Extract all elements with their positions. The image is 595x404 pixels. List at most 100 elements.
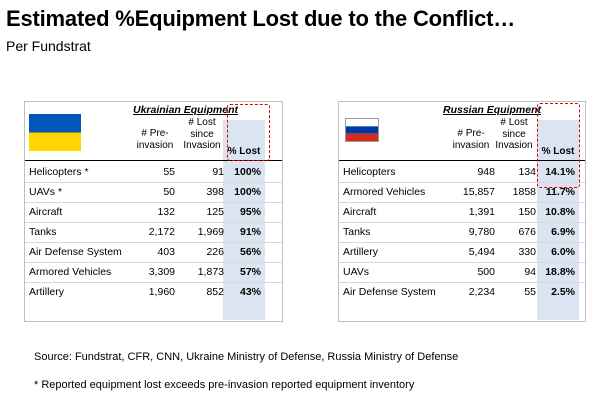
pre-invasion-value: 2,172: [148, 226, 175, 238]
lost-value: 1,873: [197, 266, 224, 278]
row-label: Helicopters: [343, 166, 396, 178]
lost-column-highlight: [223, 120, 265, 320]
lost-value: 55: [524, 286, 536, 298]
lost-value: 91: [212, 166, 224, 178]
pct-lost-value: 56%: [239, 246, 261, 258]
pre-invasion-value: 132: [157, 206, 175, 218]
pct-lost-value: 100%: [234, 166, 261, 178]
pct-lost-value: 43%: [239, 286, 261, 298]
row-label: Artillery: [343, 246, 379, 258]
header-pre-invasion: # Pre-invasion: [452, 128, 490, 151]
pct-lost-value: 2.5%: [551, 286, 575, 298]
row-label: Aircraft: [343, 206, 377, 218]
table-title: Russian Equipment: [443, 104, 542, 116]
pre-invasion-value: 2,234: [468, 286, 495, 298]
table-title: Ukrainian Equipment: [133, 104, 239, 116]
pre-invasion-value: 1,391: [468, 206, 495, 218]
lost-value: 94: [524, 266, 536, 278]
row-divider: [25, 202, 282, 203]
header-pre-invasion: # Pre-invasion: [136, 128, 174, 151]
header-pct-lost: % Lost: [541, 146, 575, 157]
header-lost-since-invasion: # Lost since Invasion: [183, 117, 221, 151]
lost-value: 676: [518, 226, 536, 238]
table-row: Aircraft 1,391 150 10.8%: [339, 202, 585, 222]
header-lost-since-invasion: # Lost since Invasion: [495, 117, 533, 151]
header-divider: [25, 160, 282, 161]
lost-value: 852: [206, 286, 224, 298]
table-row: Armored Vehicles 15,857 1858 11.7%: [339, 182, 585, 202]
source-note: Source: Fundstrat, CFR, CNN, Ukraine Min…: [34, 351, 459, 363]
header-divider: [339, 160, 585, 161]
russia-flag-icon: [345, 118, 379, 142]
row-label: Armored Vehicles: [343, 186, 426, 198]
lost-column-highlight: [537, 120, 579, 320]
table-row: Air Defense System 403 226 56%: [25, 242, 282, 262]
russian-equipment-table: Russian Equipment # Pre-invasion # Lost s…: [338, 101, 586, 322]
table-row: UAVs * 50 398 100%: [25, 182, 282, 202]
lost-value: 330: [518, 246, 536, 258]
lost-value: 134: [518, 166, 536, 178]
table-row: Artillery 5,494 330 6.0%: [339, 242, 585, 262]
row-label: UAVs *: [29, 186, 63, 198]
lost-value: 398: [206, 186, 224, 198]
row-label: Helicopters *: [29, 166, 89, 178]
pre-invasion-value: 500: [477, 266, 495, 278]
page-subtitle: Per Fundstrat: [6, 38, 91, 54]
header-pct-lost: % Lost: [227, 146, 261, 157]
pre-invasion-value: 948: [477, 166, 495, 178]
row-label: Tanks: [343, 226, 371, 238]
row-divider: [339, 262, 585, 263]
row-label: Aircraft: [29, 206, 63, 218]
ukrainian-equipment-table: Ukrainian Equipment # Pre-invasion # Los…: [24, 101, 283, 322]
pct-lost-value: 14.1%: [545, 166, 575, 178]
pre-invasion-value: 403: [157, 246, 175, 258]
pre-invasion-value: 50: [163, 186, 175, 198]
lost-value: 150: [518, 206, 536, 218]
pct-lost-value: 100%: [234, 186, 261, 198]
pre-invasion-value: 3,309: [148, 266, 175, 278]
table-row: Artillery 1,960 852 43%: [25, 282, 282, 302]
pre-invasion-value: 9,780: [468, 226, 495, 238]
table-row: UAVs 500 94 18.8%: [339, 262, 585, 282]
table-row: Helicopters * 55 91 100%: [25, 162, 282, 182]
row-divider: [339, 222, 585, 223]
row-divider: [25, 282, 282, 283]
row-divider: [25, 222, 282, 223]
pct-lost-value: 6.0%: [551, 246, 575, 258]
row-divider: [339, 182, 585, 183]
row-divider: [25, 242, 282, 243]
footnote: * Reported equipment lost exceeds pre-in…: [34, 379, 415, 391]
table-row: Aircraft 132 125 95%: [25, 202, 282, 222]
lost-value: 1,969: [197, 226, 224, 238]
highlight-box-russia: [537, 103, 580, 188]
row-divider: [25, 182, 282, 183]
row-divider: [339, 242, 585, 243]
table-row: Armored Vehicles 3,309 1,873 57%: [25, 262, 282, 282]
row-label: Air Defense System: [29, 246, 122, 258]
table-row: Tanks 2,172 1,969 91%: [25, 222, 282, 242]
row-divider: [339, 202, 585, 203]
page-title: Estimated %Equipment Lost due to the Con…: [6, 6, 516, 31]
ukraine-flag-icon: [29, 114, 81, 151]
pct-lost-value: 18.8%: [545, 266, 575, 278]
table-row: Helicopters 948 134 14.1%: [339, 162, 585, 182]
pre-invasion-value: 55: [163, 166, 175, 178]
row-label: Artillery: [29, 286, 65, 298]
pct-lost-value: 6.9%: [551, 226, 575, 238]
pct-lost-value: 57%: [239, 266, 261, 278]
pre-invasion-value: 15,857: [462, 186, 495, 198]
row-label: Tanks: [29, 226, 57, 238]
pre-invasion-value: 5,494: [468, 246, 495, 258]
row-divider: [25, 262, 282, 263]
row-label: UAVs: [343, 266, 370, 278]
row-label: Air Defense System: [343, 286, 436, 298]
row-divider: [339, 282, 585, 283]
pct-lost-value: 10.8%: [545, 206, 575, 218]
highlight-box-ukraine: [227, 104, 270, 161]
pct-lost-value: 95%: [239, 206, 261, 218]
lost-value: 1858: [512, 186, 536, 198]
row-label: Armored Vehicles: [29, 266, 112, 278]
lost-value: 125: [206, 206, 224, 218]
pct-lost-value: 91%: [239, 226, 261, 238]
lost-value: 226: [206, 246, 224, 258]
